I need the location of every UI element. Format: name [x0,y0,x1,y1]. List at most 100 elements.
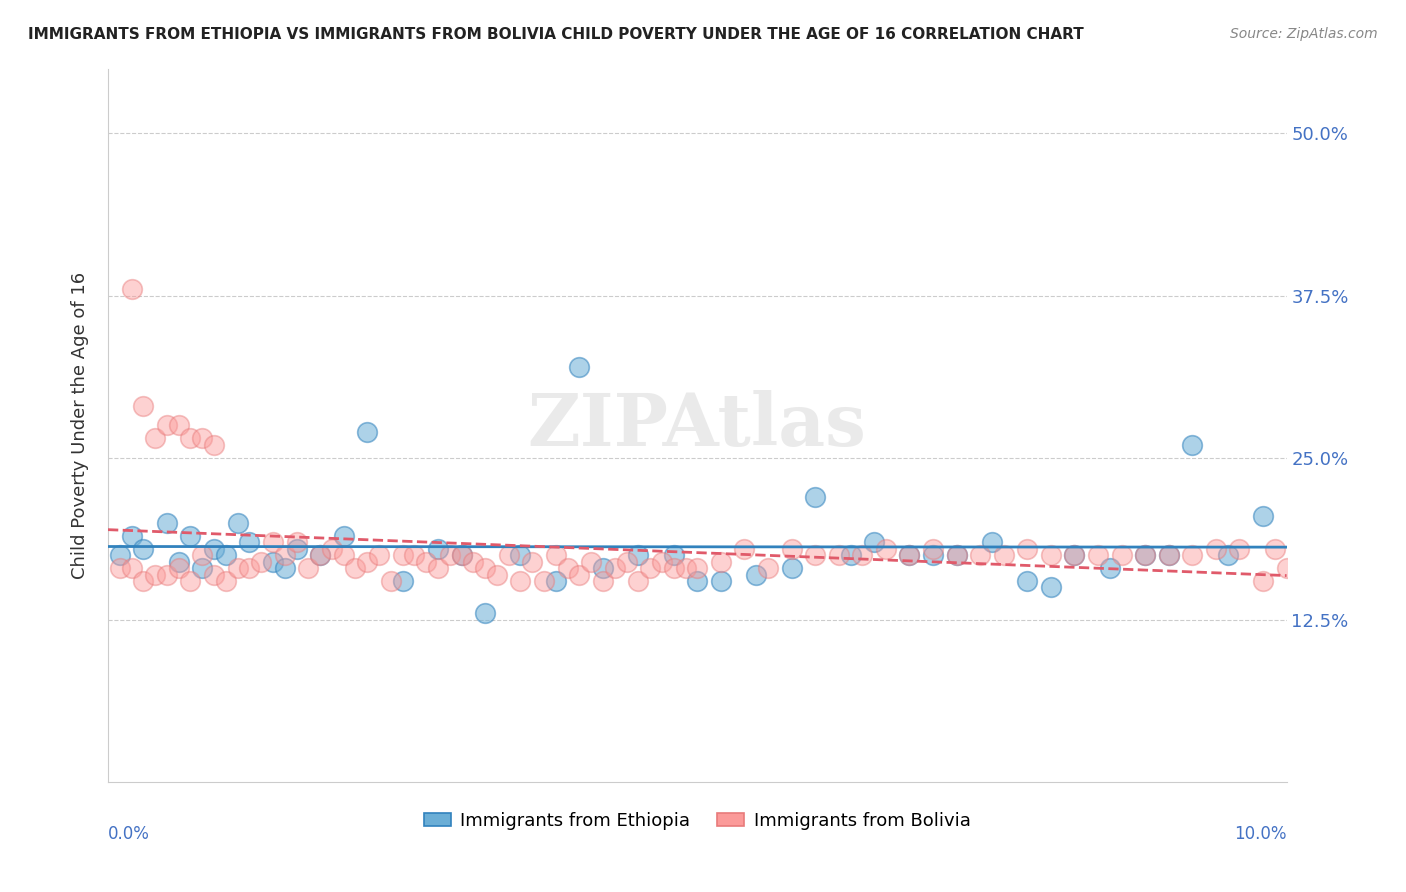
Point [863,535,886,549]
Point [1275,561,1298,575]
Point [262,555,284,569]
Point [603,561,626,575]
Point [522,555,544,569]
Point [427,541,450,556]
Point [733,541,755,556]
Point [828,548,851,562]
Point [662,548,685,562]
Point [143,431,166,445]
Point [191,431,214,445]
Point [309,548,332,562]
Point [627,574,650,588]
Point [368,548,391,562]
Point [285,541,308,556]
Point [875,541,897,556]
Point [1111,548,1133,562]
Point [238,561,260,575]
Point [202,438,225,452]
Point [1205,541,1227,556]
Point [167,555,190,569]
Point [627,548,650,562]
Text: 10.0%: 10.0% [1234,825,1286,843]
Point [191,561,214,575]
Point [1181,548,1204,562]
Point [509,548,531,562]
Point [922,541,945,556]
Point [121,561,143,575]
Point [1264,541,1286,556]
Point [132,574,155,588]
Point [557,561,579,575]
Point [592,574,614,588]
Point [285,535,308,549]
Point [533,574,555,588]
Point [616,555,638,569]
Point [143,567,166,582]
Point [1133,548,1156,562]
Point [592,561,614,575]
Point [391,574,413,588]
Point [391,548,413,562]
Point [297,561,319,575]
Point [1157,548,1180,562]
Point [356,425,378,439]
Point [1251,509,1274,524]
Point [332,528,354,542]
Point [651,555,673,569]
Point [993,548,1015,562]
Point [981,535,1004,549]
Point [568,359,591,374]
Point [1098,561,1121,575]
Text: 0.0%: 0.0% [108,825,150,843]
Legend: Immigrants from Ethiopia, Immigrants from Bolivia: Immigrants from Ethiopia, Immigrants fro… [418,805,977,838]
Point [356,555,378,569]
Point [756,561,779,575]
Y-axis label: Child Poverty Under the Age of 16: Child Poverty Under the Age of 16 [72,272,89,579]
Point [332,548,354,562]
Point [238,535,260,549]
Point [945,548,967,562]
Point [1017,541,1039,556]
Text: Source: ZipAtlas.com: Source: ZipAtlas.com [1230,27,1378,41]
Point [509,574,531,588]
Point [439,548,461,562]
Point [108,548,131,562]
Point [1087,548,1109,562]
Point [710,555,733,569]
Point [344,561,367,575]
Point [675,561,697,575]
Point [167,418,190,433]
Point [167,561,190,575]
Point [1229,541,1251,556]
Point [745,567,768,582]
Point [898,548,921,562]
Point [121,282,143,296]
Point [309,548,332,562]
Point [427,561,450,575]
Point [321,541,343,556]
Point [544,574,567,588]
Point [686,574,709,588]
Point [1017,574,1039,588]
Point [1181,438,1204,452]
Point [1063,548,1085,562]
Point [474,561,496,575]
Point [215,548,238,562]
Point [780,561,803,575]
Point [463,555,485,569]
Point [156,418,179,433]
Point [1039,581,1062,595]
Text: IMMIGRANTS FROM ETHIOPIA VS IMMIGRANTS FROM BOLIVIA CHILD POVERTY UNDER THE AGE : IMMIGRANTS FROM ETHIOPIA VS IMMIGRANTS F… [28,27,1084,42]
Point [686,561,709,575]
Point [1157,548,1180,562]
Point [191,548,214,562]
Point [262,535,284,549]
Point [839,548,862,562]
Point [945,548,967,562]
Point [404,548,426,562]
Point [156,567,179,582]
Point [156,516,179,530]
Point [804,490,827,504]
Point [274,561,297,575]
Point [215,574,238,588]
